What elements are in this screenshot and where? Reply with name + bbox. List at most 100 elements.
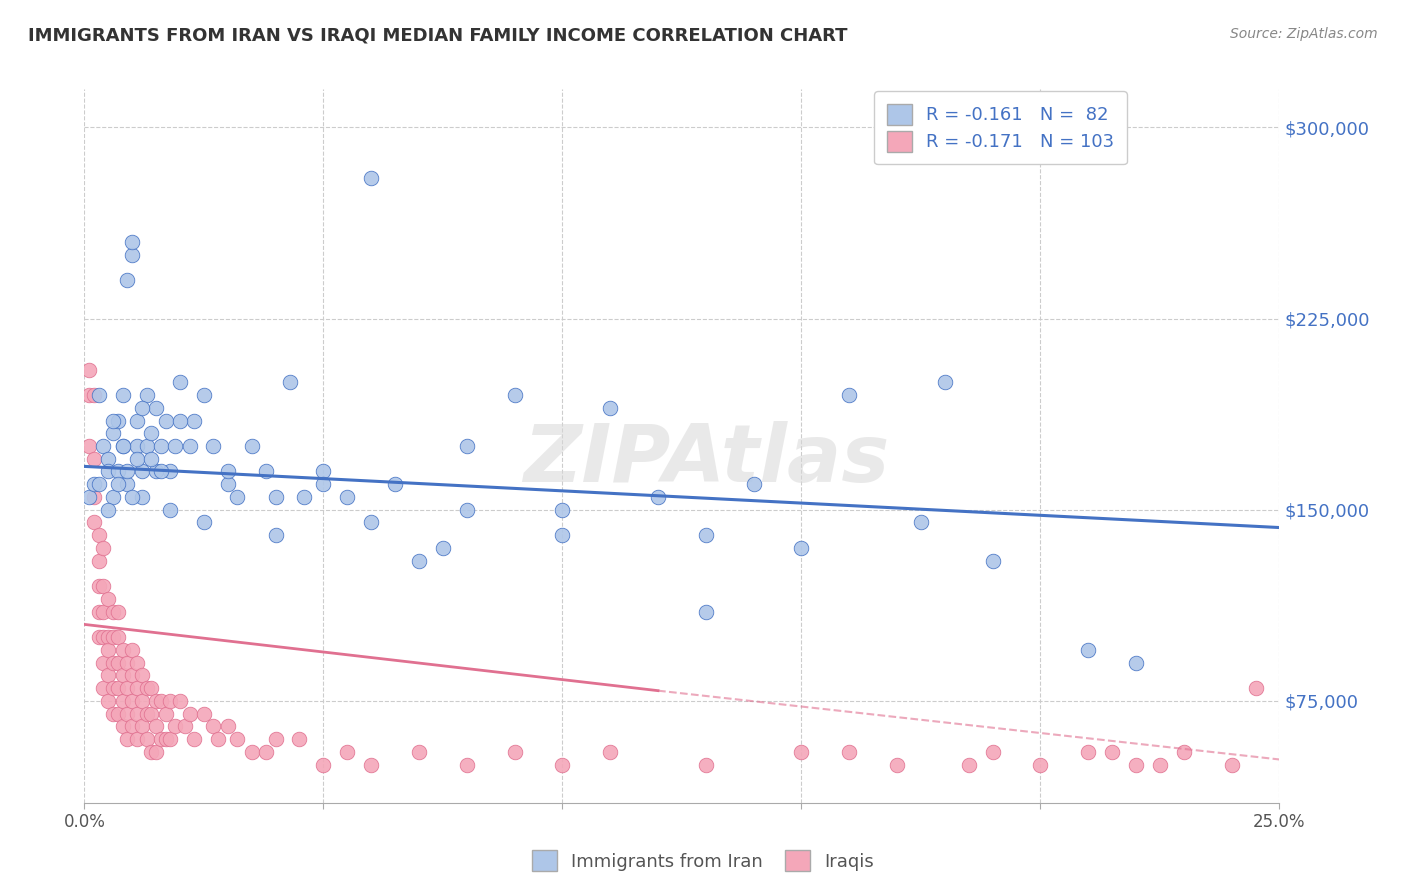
- Point: [551, 757, 574, 772]
- Point: [135, 439, 157, 453]
- Point: [264, 490, 287, 504]
- Point: [1149, 757, 1171, 772]
- Point: [125, 451, 148, 466]
- Point: [179, 706, 201, 721]
- Point: [117, 273, 139, 287]
- Point: [159, 694, 181, 708]
- Point: [135, 681, 157, 695]
- Point: [83, 516, 105, 530]
- Point: [141, 706, 163, 721]
- Point: [111, 719, 134, 733]
- Point: [93, 579, 115, 593]
- Point: [87, 528, 110, 542]
- Point: [1244, 681, 1267, 695]
- Point: [240, 439, 263, 453]
- Point: [503, 388, 526, 402]
- Point: [169, 376, 191, 390]
- Point: [886, 757, 908, 772]
- Point: [131, 719, 153, 733]
- Point: [101, 706, 124, 721]
- Point: [360, 516, 382, 530]
- Point: [292, 490, 315, 504]
- Point: [125, 706, 148, 721]
- Point: [111, 439, 134, 453]
- Point: [125, 656, 148, 670]
- Point: [97, 502, 120, 516]
- Point: [155, 413, 177, 427]
- Point: [101, 426, 124, 441]
- Point: [226, 732, 249, 747]
- Point: [77, 388, 100, 402]
- Point: [97, 630, 120, 644]
- Point: [155, 732, 177, 747]
- Point: [131, 401, 153, 415]
- Point: [93, 605, 115, 619]
- Point: [384, 477, 406, 491]
- Point: [97, 694, 120, 708]
- Point: [141, 745, 163, 759]
- Point: [135, 706, 157, 721]
- Point: [121, 643, 143, 657]
- Point: [83, 477, 105, 491]
- Point: [169, 413, 191, 427]
- Point: [101, 490, 124, 504]
- Point: [695, 757, 717, 772]
- Point: [599, 401, 621, 415]
- Point: [87, 630, 110, 644]
- Point: [77, 490, 100, 504]
- Point: [202, 719, 225, 733]
- Point: [336, 745, 359, 759]
- Point: [193, 706, 215, 721]
- Point: [790, 541, 813, 555]
- Point: [117, 706, 139, 721]
- Point: [934, 376, 956, 390]
- Point: [93, 656, 115, 670]
- Point: [77, 439, 100, 453]
- Point: [97, 451, 120, 466]
- Point: [408, 745, 430, 759]
- Point: [1173, 745, 1195, 759]
- Point: [551, 502, 574, 516]
- Point: [173, 719, 195, 733]
- Point: [111, 388, 134, 402]
- Legend: R = -0.161   N =  82, R = -0.171   N = 103: R = -0.161 N = 82, R = -0.171 N = 103: [875, 91, 1128, 164]
- Point: [77, 362, 100, 376]
- Point: [111, 668, 134, 682]
- Point: [111, 439, 134, 453]
- Point: [193, 516, 215, 530]
- Point: [107, 477, 129, 491]
- Point: [125, 681, 148, 695]
- Point: [217, 719, 239, 733]
- Point: [278, 376, 301, 390]
- Point: [107, 605, 129, 619]
- Point: [107, 413, 129, 427]
- Point: [125, 732, 148, 747]
- Point: [165, 439, 187, 453]
- Point: [217, 477, 239, 491]
- Point: [121, 668, 143, 682]
- Point: [145, 465, 167, 479]
- Point: [149, 732, 172, 747]
- Point: [981, 745, 1004, 759]
- Point: [83, 388, 105, 402]
- Point: [695, 528, 717, 542]
- Point: [149, 465, 172, 479]
- Point: [647, 490, 669, 504]
- Point: [551, 528, 574, 542]
- Point: [121, 490, 143, 504]
- Point: [117, 465, 139, 479]
- Point: [131, 490, 153, 504]
- Text: IMMIGRANTS FROM IRAN VS IRAQI MEDIAN FAMILY INCOME CORRELATION CHART: IMMIGRANTS FROM IRAN VS IRAQI MEDIAN FAM…: [28, 27, 848, 45]
- Point: [117, 477, 139, 491]
- Point: [149, 439, 172, 453]
- Point: [117, 681, 139, 695]
- Legend: Immigrants from Iran, Iraqis: Immigrants from Iran, Iraqis: [524, 843, 882, 879]
- Point: [131, 694, 153, 708]
- Point: [1125, 656, 1147, 670]
- Point: [183, 413, 205, 427]
- Point: [83, 490, 105, 504]
- Text: Source: ZipAtlas.com: Source: ZipAtlas.com: [1230, 27, 1378, 41]
- Point: [360, 171, 382, 186]
- Point: [742, 477, 765, 491]
- Point: [125, 439, 148, 453]
